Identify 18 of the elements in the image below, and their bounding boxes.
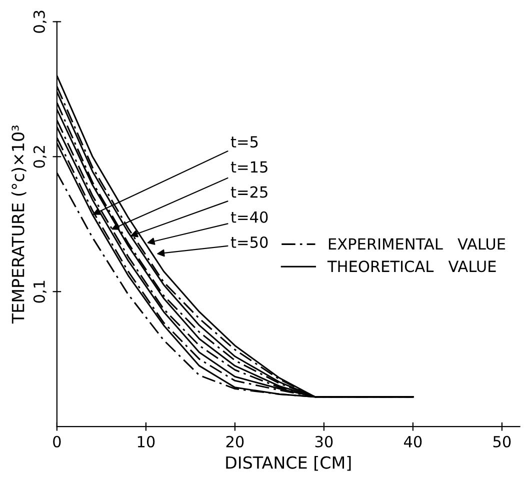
- y-tick-label: 0,3: [33, 10, 46, 33]
- annotation: t=25: [230, 186, 268, 198]
- y-tick-label: 0,2: [33, 146, 46, 168]
- annotation: t=40: [230, 211, 268, 223]
- annotation: t=5: [230, 136, 258, 148]
- x-tick-label: 30: [315, 436, 333, 448]
- y-tick-label: 0,1: [33, 280, 46, 303]
- x-tick-label: 10: [138, 436, 155, 448]
- annotation: t=15: [230, 161, 268, 173]
- y-axis-title: TEMPERATURE (°c)×10³: [11, 126, 26, 324]
- annotation: t=50: [230, 236, 268, 248]
- x-tick-label: 0: [53, 436, 61, 448]
- x-axis-title: DISTANCE [CM]: [226, 456, 351, 471]
- x-tick-label: 20: [226, 436, 244, 448]
- legend-label: EXPERIMENTAL VALUE: [328, 238, 506, 250]
- legend-label: THEORETICAL VALUE: [327, 260, 496, 272]
- x-tick-label: 50: [493, 436, 511, 448]
- x-tick-label: 40: [404, 436, 422, 448]
